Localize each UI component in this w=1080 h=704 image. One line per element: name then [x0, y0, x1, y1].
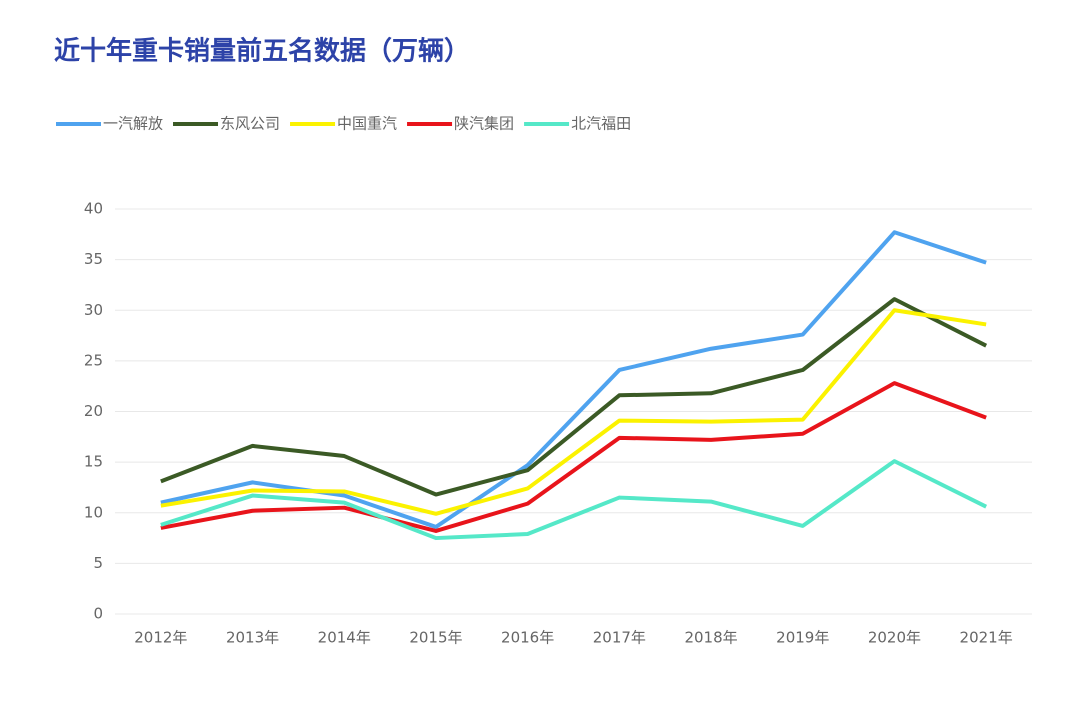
chart-title: 近十年重卡销量前五名数据（万辆）	[54, 36, 470, 67]
y-tick-label: 35	[84, 250, 103, 268]
legend-label: 东风公司	[220, 115, 280, 133]
x-tick-label: 2014年	[318, 629, 371, 647]
x-tick-label: 2017年	[593, 629, 646, 647]
x-tick-label: 2021年	[960, 629, 1013, 647]
legend-label: 陕汽集团	[454, 115, 514, 133]
series-line	[160, 297, 988, 497]
y-tick-label: 40	[84, 200, 103, 218]
series-line	[160, 459, 988, 541]
y-tick-label: 5	[93, 554, 103, 572]
series-line	[160, 308, 987, 516]
x-tick-label: 2012年	[134, 629, 187, 647]
x-tick-label: 2016年	[501, 629, 554, 647]
y-tick-label: 0	[93, 605, 103, 623]
y-tick-label: 30	[84, 301, 103, 319]
y-tick-label: 15	[84, 453, 103, 471]
x-tick-label: 2015年	[409, 629, 462, 647]
x-tick-label: 2020年	[868, 629, 921, 647]
y-tick-label: 25	[84, 351, 103, 369]
legend-label: 中国重汽	[337, 115, 397, 133]
y-tick-label: 20	[84, 402, 103, 420]
legend-label: 北汽福田	[571, 115, 631, 133]
legend-label: 一汽解放	[103, 115, 163, 133]
x-tick-label: 2013年	[226, 629, 279, 647]
series-line	[160, 381, 987, 533]
x-tick-label: 2019年	[776, 629, 829, 647]
series-line	[160, 230, 987, 529]
y-tick-label: 10	[84, 503, 103, 521]
x-tick-label: 2018年	[684, 629, 737, 647]
